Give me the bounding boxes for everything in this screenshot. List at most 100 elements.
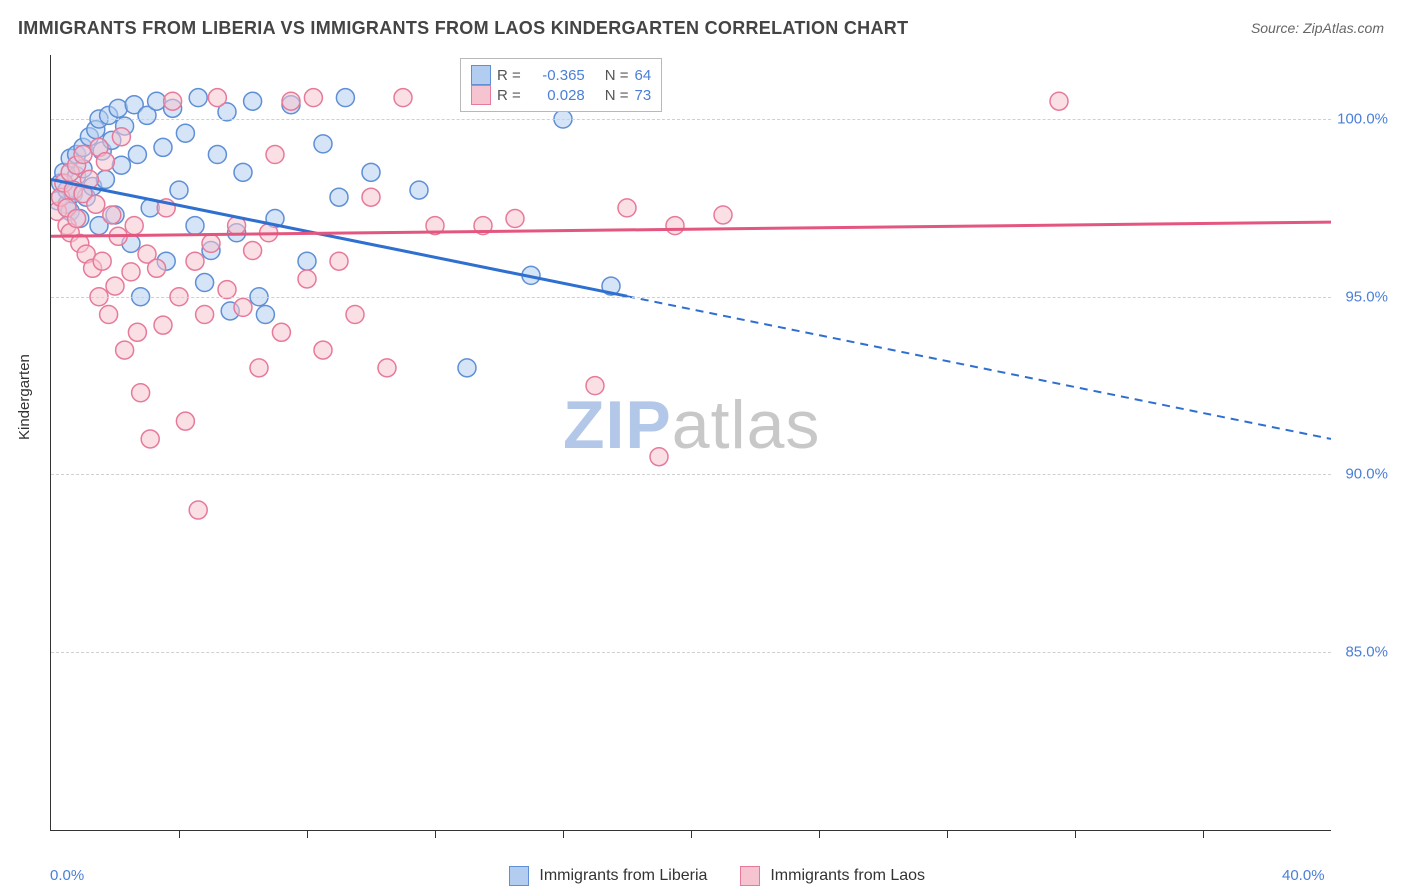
- stats-legend-row: R =-0.365N =64: [471, 65, 651, 85]
- data-point: [618, 199, 636, 217]
- data-point: [650, 448, 668, 466]
- gridline: [51, 474, 1331, 475]
- data-point: [506, 210, 524, 228]
- legend-R-label: R =: [497, 87, 521, 104]
- data-point: [244, 92, 262, 110]
- data-point: [298, 252, 316, 270]
- data-point: [410, 181, 428, 199]
- data-point: [116, 341, 134, 359]
- data-point: [96, 153, 114, 171]
- y-tick-label: 90.0%: [1345, 466, 1388, 483]
- data-point: [314, 341, 332, 359]
- bottom-legend: Immigrants from Liberia Immigrants from …: [0, 866, 1406, 886]
- data-point: [128, 323, 146, 341]
- data-point: [394, 89, 412, 107]
- data-point: [87, 195, 105, 213]
- data-point: [282, 92, 300, 110]
- legend-N-value: 64: [635, 67, 652, 84]
- data-point: [125, 217, 143, 235]
- legend-R-value: 0.028: [527, 87, 585, 104]
- data-point: [112, 156, 130, 174]
- stats-legend: R =-0.365N =64R =0.028N =73: [460, 58, 662, 112]
- x-tick: [179, 830, 180, 838]
- data-point: [586, 377, 604, 395]
- data-point: [103, 206, 121, 224]
- data-point: [141, 430, 159, 448]
- x-tick: [819, 830, 820, 838]
- y-tick-label: 95.0%: [1345, 288, 1388, 305]
- stats-legend-row: R = 0.028 N = 73: [471, 85, 651, 105]
- data-point: [250, 359, 268, 377]
- data-point: [458, 359, 476, 377]
- y-tick-label: 85.0%: [1345, 644, 1388, 661]
- data-point: [1050, 92, 1068, 110]
- data-point: [346, 306, 364, 324]
- scatter-svg: [51, 55, 1331, 830]
- data-point: [714, 206, 732, 224]
- data-point: [266, 146, 284, 164]
- legend-label-liberia: Immigrants from Liberia: [539, 867, 707, 884]
- data-point: [132, 384, 150, 402]
- data-point: [106, 277, 124, 295]
- data-point: [202, 234, 220, 252]
- data-point: [186, 217, 204, 235]
- data-point: [112, 128, 130, 146]
- data-point: [208, 146, 226, 164]
- legend-swatch: [471, 85, 491, 105]
- x-tick-label: 0.0%: [50, 867, 84, 884]
- data-point: [272, 323, 290, 341]
- data-point: [189, 501, 207, 519]
- data-point: [362, 163, 380, 181]
- data-point: [176, 412, 194, 430]
- data-point: [666, 217, 684, 235]
- x-tick-label: 40.0%: [1282, 867, 1325, 884]
- source-attribution: Source: ZipAtlas.com: [1251, 20, 1384, 36]
- legend-label-laos: Immigrants from Laos: [770, 867, 925, 884]
- data-point: [256, 306, 274, 324]
- data-point: [336, 89, 354, 107]
- legend-N-label: N =: [605, 87, 629, 104]
- data-point: [176, 124, 194, 142]
- data-point: [196, 306, 214, 324]
- data-point: [109, 99, 127, 117]
- data-point: [186, 252, 204, 270]
- data-point: [378, 359, 396, 377]
- data-point: [314, 135, 332, 153]
- fit-line-dashed: [627, 296, 1331, 439]
- data-point: [234, 163, 252, 181]
- data-point: [100, 306, 118, 324]
- y-tick-label: 100.0%: [1337, 110, 1388, 127]
- data-point: [244, 242, 262, 260]
- legend-swatch-laos: [740, 866, 760, 886]
- legend-swatch: [471, 65, 491, 85]
- x-tick: [435, 830, 436, 838]
- x-tick: [307, 830, 308, 838]
- data-point: [148, 259, 166, 277]
- data-point: [122, 263, 140, 281]
- data-point: [164, 92, 182, 110]
- x-tick: [691, 830, 692, 838]
- legend-swatch-liberia: [509, 866, 529, 886]
- data-point: [330, 252, 348, 270]
- legend-N-label: N =: [605, 67, 629, 84]
- chart-title: IMMIGRANTS FROM LIBERIA VS IMMIGRANTS FR…: [18, 18, 908, 39]
- data-point: [234, 298, 252, 316]
- data-point: [154, 138, 172, 156]
- data-point: [154, 316, 172, 334]
- data-point: [170, 181, 188, 199]
- x-tick: [1075, 830, 1076, 838]
- gridline: [51, 297, 1331, 298]
- legend-R-label: R =: [497, 67, 521, 84]
- data-point: [298, 270, 316, 288]
- plot-area: ZIPatlas: [50, 55, 1331, 831]
- data-point: [330, 188, 348, 206]
- data-point: [93, 252, 111, 270]
- data-point: [304, 89, 322, 107]
- legend-N-value: 73: [635, 87, 652, 104]
- x-tick: [1203, 830, 1204, 838]
- gridline: [51, 652, 1331, 653]
- data-point: [189, 89, 207, 107]
- x-tick: [563, 830, 564, 838]
- x-tick: [947, 830, 948, 838]
- data-point: [196, 274, 214, 292]
